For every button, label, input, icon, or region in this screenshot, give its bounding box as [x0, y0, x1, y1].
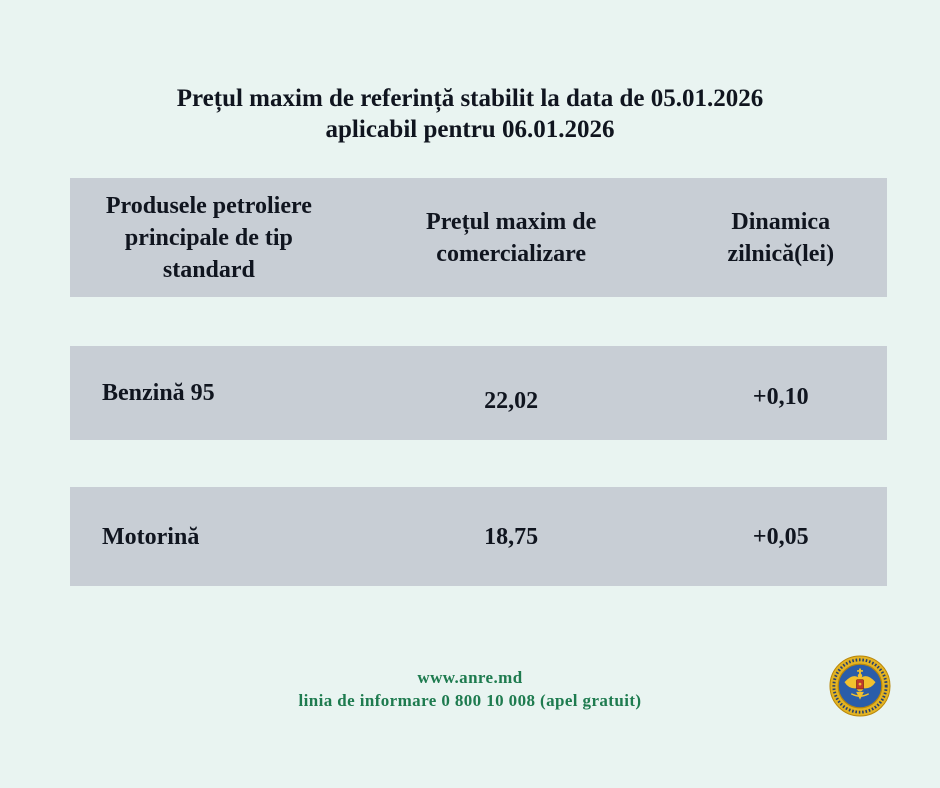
header-cell-product-label: Produsele petroliere principale de tip s… — [105, 192, 312, 283]
cell-motorina-dynamic: +0,05 — [675, 487, 887, 586]
cell-benzina-dynamic-value: +0,10 — [752, 384, 809, 410]
footer-website: www.anre.md — [417, 668, 523, 687]
notice-title: Prețul maxim de referință stabilit la da… — [0, 83, 940, 145]
cell-benzina-dynamic: +0,10 — [675, 346, 887, 440]
table-header-row: Produsele petroliere principale de tip s… — [70, 178, 887, 297]
footer: www.anre.md linia de informare 0 800 10 … — [0, 666, 940, 712]
cell-benzina-product-value: Benzină 95 — [102, 380, 215, 406]
cell-benzina-price: 22,02 — [348, 346, 675, 440]
cell-motorina-price: 18,75 — [348, 487, 675, 586]
footer-info-line: linia de informare 0 800 10 008 (apel gr… — [298, 691, 642, 710]
cell-motorina-product-value: Motorină — [102, 523, 200, 550]
anre-seal-icon — [829, 655, 891, 717]
header-cell-dynamic-label: Dinamica zilnică(lei) — [727, 208, 835, 267]
cell-motorina-dynamic-value: +0,05 — [752, 523, 809, 550]
header-cell-price-label: Prețul maxim de comercializare — [426, 208, 597, 267]
header-cell-product: Produsele petroliere principale de tip s… — [70, 178, 348, 297]
cell-motorina-price-value: 18,75 — [484, 523, 539, 550]
table-row-benzina: Benzină 95 22,02 +0,10 — [70, 346, 887, 440]
notice-title-line1: Prețul maxim de referință stabilit la da… — [176, 85, 764, 112]
header-cell-dynamic: Dinamica zilnică(lei) — [675, 178, 887, 297]
notice-title-line2: aplicabil pentru 06.01.2026 — [325, 116, 615, 143]
cell-motorina-product: Motorină — [70, 487, 348, 586]
cell-benzina-price-value: 22,02 — [484, 388, 539, 414]
header-cell-price: Prețul maxim de comercializare — [348, 178, 675, 297]
table-row-motorina: Motorină 18,75 +0,05 — [70, 487, 887, 586]
cell-benzina-product: Benzină 95 — [70, 346, 348, 440]
